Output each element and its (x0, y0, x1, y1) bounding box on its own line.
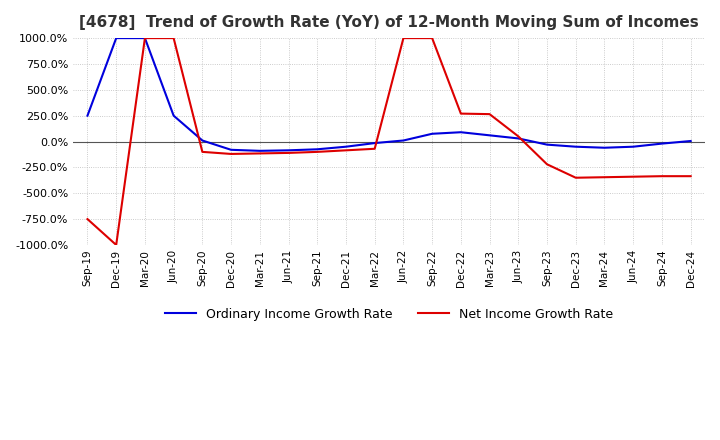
Ordinary Income Growth Rate (514, 136, 523, 141)
Ordinary Income Growth Rate (169, 113, 178, 118)
Ordinary Income Growth Rate (485, 133, 494, 138)
Net Income Growth Rate (227, 151, 235, 157)
Net Income Growth Rate (284, 150, 293, 156)
Net Income Growth Rate (485, 111, 494, 117)
Net Income Growth Rate (572, 175, 580, 180)
Legend: Ordinary Income Growth Rate, Net Income Growth Rate: Ordinary Income Growth Rate, Net Income … (160, 303, 618, 326)
Ordinary Income Growth Rate (227, 147, 235, 152)
Net Income Growth Rate (83, 216, 91, 222)
Net Income Growth Rate (686, 173, 695, 179)
Net Income Growth Rate (600, 175, 609, 180)
Ordinary Income Growth Rate (600, 145, 609, 150)
Net Income Growth Rate (256, 151, 264, 156)
Net Income Growth Rate (313, 149, 322, 154)
Ordinary Income Growth Rate (428, 131, 436, 136)
Ordinary Income Growth Rate (657, 141, 666, 146)
Ordinary Income Growth Rate (370, 140, 379, 146)
Title: [4678]  Trend of Growth Rate (YoY) of 12-Month Moving Sum of Incomes: [4678] Trend of Growth Rate (YoY) of 12-… (79, 15, 699, 30)
Ordinary Income Growth Rate (140, 36, 149, 41)
Ordinary Income Growth Rate (543, 142, 552, 147)
Net Income Growth Rate (428, 36, 436, 41)
Line: Net Income Growth Rate: Net Income Growth Rate (87, 38, 690, 245)
Ordinary Income Growth Rate (399, 138, 408, 143)
Ordinary Income Growth Rate (342, 144, 351, 149)
Net Income Growth Rate (198, 149, 207, 154)
Ordinary Income Growth Rate (629, 144, 637, 149)
Net Income Growth Rate (342, 148, 351, 153)
Ordinary Income Growth Rate (256, 148, 264, 154)
Ordinary Income Growth Rate (572, 144, 580, 149)
Net Income Growth Rate (629, 174, 637, 180)
Net Income Growth Rate (543, 161, 552, 167)
Net Income Growth Rate (112, 242, 120, 248)
Line: Ordinary Income Growth Rate: Ordinary Income Growth Rate (87, 38, 690, 151)
Ordinary Income Growth Rate (686, 138, 695, 143)
Ordinary Income Growth Rate (198, 138, 207, 143)
Ordinary Income Growth Rate (313, 147, 322, 152)
Net Income Growth Rate (169, 36, 178, 41)
Net Income Growth Rate (456, 111, 465, 116)
Ordinary Income Growth Rate (83, 113, 91, 118)
Ordinary Income Growth Rate (456, 130, 465, 135)
Net Income Growth Rate (370, 146, 379, 151)
Net Income Growth Rate (399, 36, 408, 41)
Net Income Growth Rate (140, 36, 149, 41)
Net Income Growth Rate (514, 134, 523, 139)
Ordinary Income Growth Rate (284, 148, 293, 153)
Ordinary Income Growth Rate (112, 36, 120, 41)
Net Income Growth Rate (657, 173, 666, 179)
